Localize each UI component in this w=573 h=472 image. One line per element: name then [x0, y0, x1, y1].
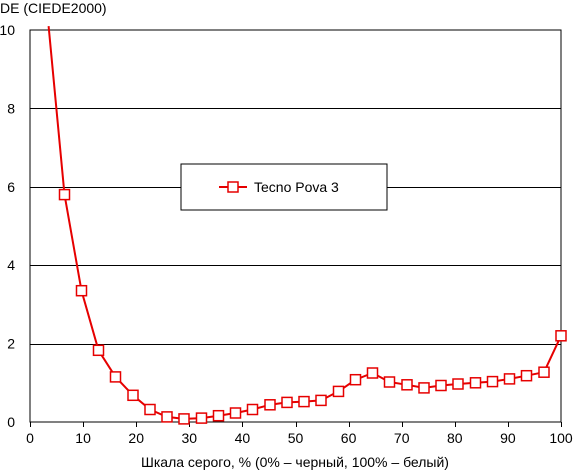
data-point: [109, 371, 122, 383]
x-tick-label: 80: [447, 430, 463, 446]
x-tick-label: 20: [128, 430, 144, 446]
data-point: [178, 413, 190, 425]
legend: Tecno Pova 3: [180, 163, 388, 211]
data-point: [144, 403, 156, 416]
x-tick-label: 70: [394, 430, 410, 446]
x-axis-ticks: 0 10 20 30 40 50 60 70 80 90 100: [26, 422, 573, 446]
data-point: [229, 407, 242, 419]
x-axis-title: Шкала серого, % (0% – черный, 100% – бел…: [141, 454, 449, 470]
x-tick-label: 100: [549, 430, 573, 446]
data-point: [366, 367, 379, 379]
data-point: [486, 375, 499, 388]
y-tick-label: 8: [7, 100, 15, 116]
data-point: [127, 389, 139, 402]
x-tick-label: 40: [235, 430, 251, 446]
x-tick-label: 60: [341, 430, 357, 446]
x-tick-label: 0: [26, 430, 34, 446]
data-point: [469, 377, 482, 389]
data-point: [75, 284, 88, 297]
legend-marker: [227, 181, 239, 193]
data-point: [195, 412, 208, 424]
data-point: [452, 378, 464, 390]
series-layer: [47, 26, 567, 425]
plot-area: [29, 29, 562, 423]
data-point: [520, 369, 533, 382]
data-point: [298, 395, 310, 408]
data-point: [315, 394, 327, 407]
data-point: [264, 399, 276, 411]
data-point: [246, 403, 259, 416]
data-point: [503, 373, 516, 385]
y-axis-title: DE (CIEDE2000): [0, 0, 107, 16]
data-point: [555, 330, 567, 342]
data-point: [161, 411, 173, 423]
data-point: [58, 188, 71, 201]
x-tick-label: 50: [288, 430, 304, 446]
data-point: [435, 379, 447, 392]
legend-label: Tecno Pova 3: [254, 179, 339, 195]
data-point: [92, 344, 105, 357]
legend-box: [180, 163, 388, 211]
y-tick-label: 10: [0, 22, 15, 38]
y-tick-label: 6: [7, 179, 15, 195]
data-point: [538, 366, 550, 378]
y-tick-label: 0: [7, 414, 15, 430]
x-tick-label: 30: [182, 430, 198, 446]
y-axis-ticks: 0 2 4 6 8 10: [0, 22, 15, 430]
x-tick-label: 90: [500, 430, 516, 446]
data-point: [212, 409, 225, 422]
y-tick-label: 4: [7, 257, 15, 273]
data-point: [281, 396, 293, 409]
data-point: [401, 379, 413, 391]
y-tick-label: 2: [7, 336, 15, 352]
data-point: [383, 376, 396, 388]
x-tick-label: 10: [75, 430, 91, 446]
data-point: [418, 382, 430, 394]
data-point: [332, 385, 345, 398]
data-point: [349, 373, 362, 386]
